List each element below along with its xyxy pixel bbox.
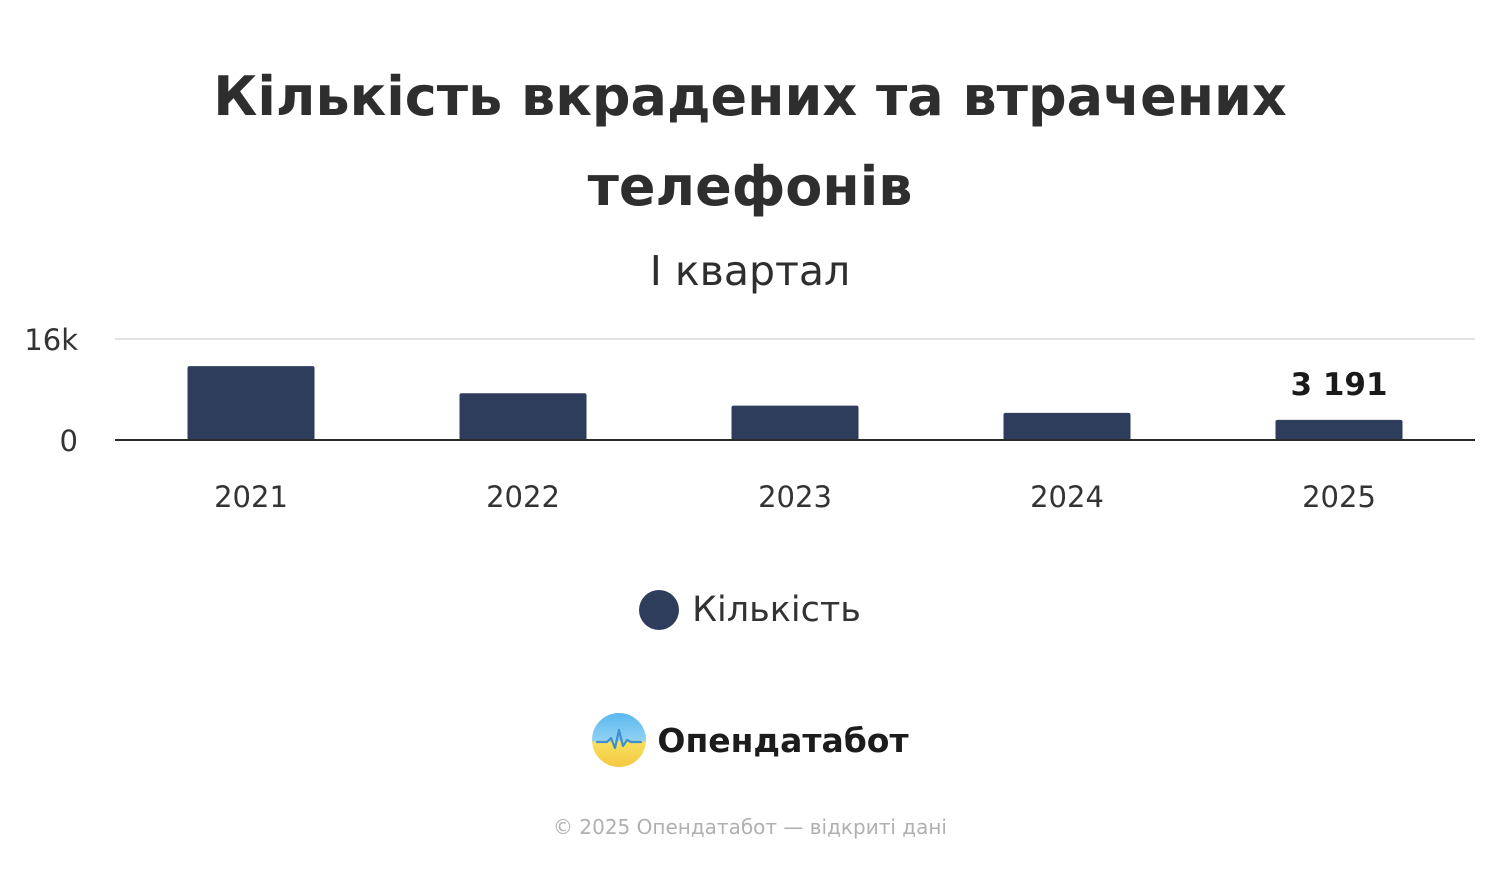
y-tick-label: 16k	[24, 323, 78, 357]
brand-name: Опендатабот	[657, 720, 909, 760]
opendatabot-logo-icon	[592, 713, 647, 767]
footer-copyright: © 2025 Опендатабот — відкриті дані	[553, 815, 947, 839]
y-tick-label: 0	[60, 424, 78, 458]
bar	[731, 405, 859, 440]
bar	[1003, 412, 1131, 440]
data-label: 3 191	[1290, 367, 1387, 403]
bar-chart: 0 16k 2021 2022 2023 2024 2025 3 191	[24, 323, 1475, 514]
chart-title: Кількість вкрадених та втрачених телефон…	[213, 65, 1287, 218]
brand: Опендатабот	[0, 712, 1500, 768]
chart-subtitle: I квартал	[649, 247, 851, 295]
legend-swatch	[639, 590, 680, 630]
x-tick-label: 2023	[758, 480, 832, 514]
x-tick-label: 2022	[486, 480, 560, 514]
bar	[187, 366, 315, 440]
x-tick-label: 2021	[214, 480, 288, 514]
legend: Кількість	[0, 590, 1500, 630]
x-tick-label: 2024	[1030, 480, 1104, 514]
bar	[459, 393, 587, 440]
legend-label: Кількість	[692, 590, 861, 630]
bar	[1275, 419, 1403, 440]
x-tick-label: 2025	[1302, 480, 1376, 514]
